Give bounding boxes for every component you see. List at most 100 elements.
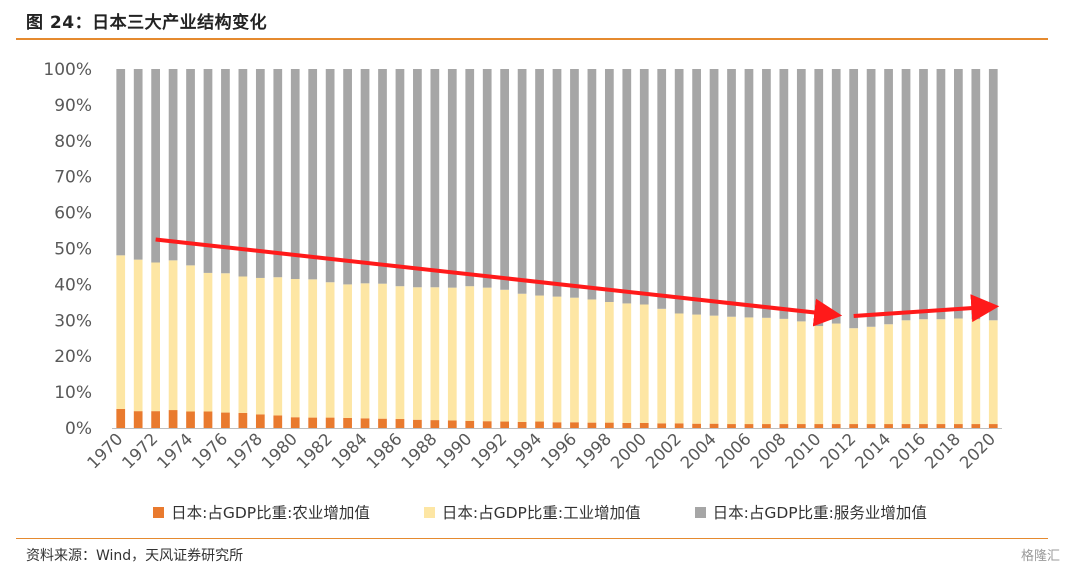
x-axis-tick-labels: 1970197219741976197819801982198419861988… bbox=[83, 429, 999, 472]
x-tick-label: 1998 bbox=[572, 429, 615, 472]
y-tick-label: 90% bbox=[54, 96, 92, 116]
x-tick-label: 2010 bbox=[781, 429, 824, 472]
x-tick-label: 2002 bbox=[642, 429, 685, 472]
bar-segment-agriculture bbox=[203, 411, 213, 428]
legend-item-services: 日本:占GDP比重:服务业增加值 bbox=[694, 501, 927, 523]
bar-segment-agriculture bbox=[831, 424, 841, 428]
bar-segment-services bbox=[657, 69, 667, 309]
x-tick-label: 1996 bbox=[537, 429, 580, 472]
bar-segment-industry bbox=[692, 314, 701, 424]
bar-segment-industry bbox=[255, 277, 265, 415]
bar-segment-agriculture bbox=[849, 424, 859, 428]
x-tick-label: 1982 bbox=[293, 429, 336, 472]
bar-segment-agriculture bbox=[727, 424, 736, 428]
bar-segment-agriculture bbox=[413, 419, 422, 428]
y-tick-label: 10% bbox=[54, 383, 92, 403]
bar-segment-agriculture bbox=[971, 424, 981, 428]
bar-segment-industry bbox=[901, 320, 911, 425]
bar-segment-services bbox=[221, 69, 230, 274]
bar-segment-agriculture bbox=[657, 423, 667, 428]
legend-label-services: 日本:占GDP比重:服务业增加值 bbox=[712, 504, 927, 522]
bar-segment-agriculture bbox=[151, 411, 160, 428]
bar-segment-industry bbox=[413, 287, 422, 420]
bar-segment-agriculture bbox=[762, 424, 771, 428]
bar-segment-services bbox=[709, 69, 719, 316]
bar-segment-services bbox=[831, 69, 841, 324]
bar-segment-agriculture bbox=[988, 424, 998, 428]
bar-segment-services bbox=[238, 69, 248, 277]
bar-segment-industry bbox=[570, 297, 579, 423]
bar-segment-agriculture bbox=[570, 422, 579, 428]
bar-segment-agriculture bbox=[273, 415, 283, 428]
bar-segment-services bbox=[849, 69, 859, 329]
bar-segment-services bbox=[692, 69, 701, 315]
bar-segment-industry bbox=[325, 282, 335, 418]
bar-segment-industry bbox=[395, 286, 405, 420]
bar-segment-services bbox=[884, 69, 893, 325]
bar-segment-industry bbox=[343, 284, 352, 418]
bar-segment-services bbox=[500, 69, 510, 290]
bar-segment-industry bbox=[186, 265, 195, 412]
bar-segment-agriculture bbox=[744, 424, 754, 428]
x-tick-label: 2020 bbox=[956, 429, 999, 472]
bar-segment-industry bbox=[796, 321, 806, 425]
trend-arrow bbox=[853, 294, 1000, 323]
x-tick-label: 2016 bbox=[886, 429, 929, 472]
y-tick-label: 40% bbox=[54, 275, 92, 295]
bar-segment-agriculture bbox=[343, 417, 352, 428]
bar-segment-services bbox=[378, 69, 387, 284]
y-tick-label: 60% bbox=[54, 204, 92, 224]
bar-segment-services bbox=[203, 69, 213, 273]
bar-segment-services bbox=[116, 69, 126, 256]
bar-segment-services bbox=[151, 69, 160, 263]
bar-segment-services bbox=[901, 69, 911, 321]
bar-segment-industry bbox=[447, 287, 457, 421]
bar-segment-agriculture bbox=[133, 411, 143, 428]
x-tick-label: 2000 bbox=[607, 429, 650, 472]
bar-segment-industry bbox=[954, 318, 963, 425]
trend-arrows bbox=[155, 237, 1000, 327]
bar-segment-agriculture bbox=[779, 424, 789, 428]
bar-segment-services bbox=[936, 69, 946, 320]
title-divider bbox=[16, 38, 1048, 40]
bar-segment-industry bbox=[622, 303, 632, 423]
x-tick-label: 2012 bbox=[816, 429, 859, 472]
bar-segment-industry bbox=[657, 308, 667, 424]
bar-segment-industry bbox=[116, 255, 126, 409]
source-note: 资料来源：Wind，天风证券研究所 bbox=[26, 548, 244, 564]
bar-segment-agriculture bbox=[378, 418, 387, 428]
x-tick-label: 1990 bbox=[432, 429, 475, 472]
bar-segment-industry bbox=[971, 319, 981, 425]
bar-segment-industry bbox=[604, 301, 614, 423]
bar-segment-agriculture bbox=[936, 424, 946, 428]
bar-segment-services bbox=[779, 69, 789, 319]
legend-item-industry: 日本:占GDP比重:工业增加值 bbox=[423, 501, 641, 523]
bar-segment-services bbox=[604, 69, 614, 302]
figure-title: 图 24：日本三大产业结构变化 bbox=[26, 13, 268, 33]
y-tick-label: 0% bbox=[65, 419, 92, 439]
bar-segment-services bbox=[866, 69, 876, 327]
bar-segment-agriculture bbox=[814, 424, 824, 428]
bar-segment-industry bbox=[378, 283, 387, 419]
x-tick-label: 2014 bbox=[851, 429, 894, 472]
bar-segment-services bbox=[971, 69, 981, 320]
bar-segment-agriculture bbox=[465, 420, 475, 428]
bar-segment-industry bbox=[133, 259, 143, 412]
bar-segment-agriculture bbox=[430, 420, 440, 428]
x-tick-label: 2006 bbox=[712, 429, 755, 472]
bar-segment-services bbox=[465, 69, 475, 287]
bar-segment-agriculture bbox=[901, 424, 911, 428]
bar-segment-industry bbox=[517, 293, 527, 422]
bar-segment-agriculture bbox=[796, 424, 806, 428]
bar-segment-industry bbox=[535, 295, 544, 422]
bar-segment-industry bbox=[360, 283, 370, 419]
x-tick-label: 1980 bbox=[258, 429, 301, 472]
chart-legend: 日本:占GDP比重:农业增加值 日本:占GDP比重:工业增加值 日本:占GDP比… bbox=[0, 501, 1080, 523]
x-tick-label: 2008 bbox=[747, 429, 790, 472]
bar-segment-industry bbox=[762, 317, 771, 425]
bar-segment-services bbox=[168, 69, 178, 261]
bar-segment-industry bbox=[465, 286, 475, 421]
bar-segment-services bbox=[255, 69, 265, 278]
footer-divider bbox=[16, 538, 1048, 539]
bar-segment-agriculture bbox=[587, 422, 597, 428]
